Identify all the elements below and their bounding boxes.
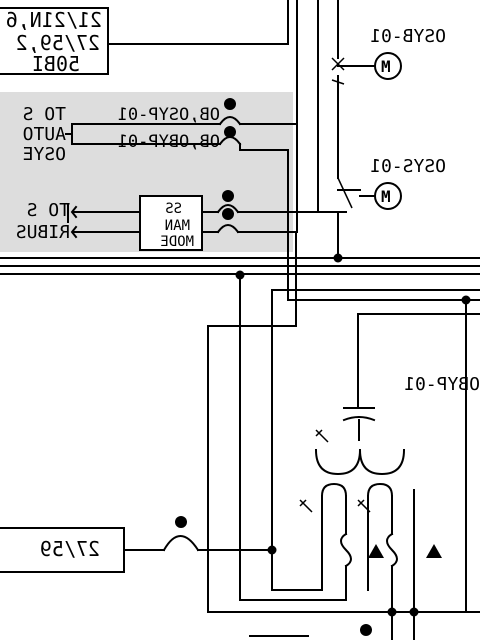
obyp-label: OBYP-01	[404, 374, 480, 395]
osyp-contact-label: OB,OSYP-01	[118, 105, 220, 125]
relay-27-59-box: 27/59	[0, 516, 200, 573]
svg-text:M: M	[381, 187, 391, 206]
svg-text:MAN: MAN	[165, 218, 190, 234]
box-label-line3: 50BI	[32, 52, 80, 76]
motor-osys-label: OSYS-01	[370, 156, 446, 177]
svg-text:SS: SS	[165, 201, 182, 217]
box-label-line1: 21/21N,6	[6, 8, 102, 32]
osye-left-label: OSYE	[23, 144, 66, 165]
to-left-top-label: TO S	[23, 104, 66, 125]
bottom-stub	[249, 624, 372, 637]
auto-left-label: AUTO	[23, 124, 66, 145]
top-left-label-box: 21/21N,6 27/59,2 50BI	[0, 7, 289, 76]
svg-text:M: M	[381, 57, 391, 76]
contact-rows: OB,OSYP-01 OB,OBYP-01 TO S AUTO OSYE	[23, 98, 298, 301]
ss-man-mode-box: SS MAN MODE TO S RIBUS	[16, 190, 319, 251]
to-s-left-label: TO S	[27, 200, 70, 221]
bottom-wiring	[197, 545, 480, 613]
box-label-line2: 27/59,2	[16, 31, 100, 55]
obyp-contact-label: OB,OBYP-01	[118, 132, 220, 152]
transformer-obyp: OBYP-01	[299, 374, 480, 640]
motor-column: M M OSYB-01 OSYS-01	[317, 0, 446, 263]
motor-osyb-label: OSYB-01	[370, 26, 446, 47]
svg-text:MODE: MODE	[160, 234, 194, 250]
relay-27-59-label: 27/59	[40, 537, 100, 561]
ri-bus-left-label: RIBUS	[16, 222, 70, 243]
bus-lines	[0, 231, 480, 613]
